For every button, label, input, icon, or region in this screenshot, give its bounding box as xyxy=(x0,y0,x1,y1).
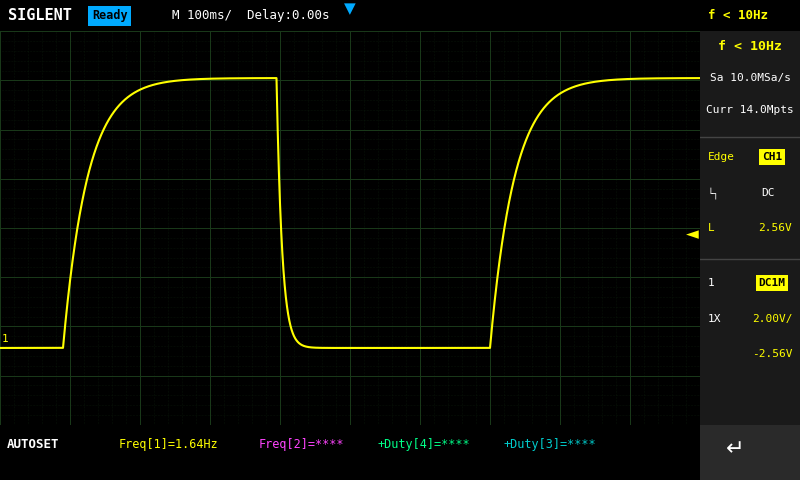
Text: Edge: Edge xyxy=(708,152,735,162)
Text: DC: DC xyxy=(762,188,774,198)
Text: Freq[2]=****: Freq[2]=**** xyxy=(259,438,345,451)
Text: 1: 1 xyxy=(708,278,714,288)
Text: L: L xyxy=(708,223,714,233)
Text: +Duty[3]=****: +Duty[3]=**** xyxy=(504,438,597,451)
Text: Sa 10.0MSa/s: Sa 10.0MSa/s xyxy=(710,73,790,84)
Text: ↵: ↵ xyxy=(726,440,744,460)
Text: Curr 14.0Mpts: Curr 14.0Mpts xyxy=(706,105,794,115)
Text: 2.00V/: 2.00V/ xyxy=(752,313,792,324)
Text: f < 10Hz: f < 10Hz xyxy=(708,9,768,22)
Text: f < 10Hz: f < 10Hz xyxy=(718,40,782,53)
Text: +Duty[4]=****: +Duty[4]=**** xyxy=(378,438,470,451)
Text: 1X: 1X xyxy=(708,313,722,324)
Text: DC1M: DC1M xyxy=(758,278,786,288)
Text: CH1: CH1 xyxy=(762,152,782,162)
Text: ◄: ◄ xyxy=(686,225,698,243)
Text: SIGLENT: SIGLENT xyxy=(8,8,72,23)
Text: -2.56V: -2.56V xyxy=(752,349,792,359)
Text: 2.56V: 2.56V xyxy=(758,223,792,233)
Text: ▼: ▼ xyxy=(344,1,356,16)
Text: └┐: └┐ xyxy=(708,187,720,199)
Text: Ready: Ready xyxy=(92,9,128,22)
Text: 1: 1 xyxy=(2,334,8,344)
Text: Freq[1]=1.64Hz: Freq[1]=1.64Hz xyxy=(119,438,218,451)
Text: AUTOSET: AUTOSET xyxy=(7,438,59,451)
Text: M 100ms/  Delay:0.00s: M 100ms/ Delay:0.00s xyxy=(172,9,330,22)
